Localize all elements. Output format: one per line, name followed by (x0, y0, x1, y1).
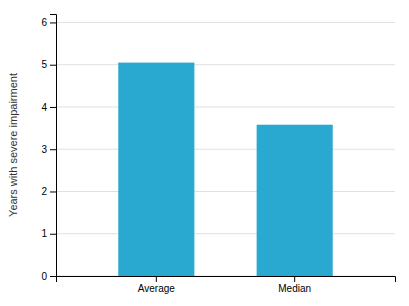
y-tick-label: 1 (41, 228, 47, 239)
y-axis-line (50, 15, 57, 277)
x-tick-label: Average (138, 283, 176, 294)
grid-line (56, 191, 395, 192)
y-tick-label: 3 (41, 144, 47, 155)
chart-svg: 0 1 2 3 4 5 6 Average Median Years with severe im… (0, 0, 409, 306)
x-tick-mark (156, 276, 157, 282)
x-tick: Average (138, 276, 176, 294)
x-axis: Average Median (57, 276, 396, 294)
y-tick-mark (50, 149, 56, 150)
grid-line (56, 233, 395, 234)
y-tick: 1 (41, 228, 56, 239)
grid-line (56, 106, 395, 107)
y-tick-mark (50, 65, 56, 66)
y-tick-label: 6 (41, 17, 47, 28)
y-tick: 2 (41, 186, 56, 197)
y-tick-mark (50, 276, 56, 277)
x-tick-mark (294, 276, 295, 282)
y-tick: 0 (41, 271, 56, 282)
plot-area: 0 1 2 3 4 5 6 Average Median (41, 15, 395, 295)
bar (257, 125, 333, 276)
y-tick: 3 (41, 144, 56, 155)
grid-line (56, 64, 395, 65)
y-tick-mark (50, 191, 56, 192)
bar (118, 63, 194, 276)
x-axis-line (57, 277, 396, 283)
y-tick-label: 5 (41, 59, 47, 70)
y-tick-mark (50, 107, 56, 108)
y-tick-mark (50, 234, 56, 235)
grid (56, 22, 395, 276)
y-tick: 5 (41, 59, 56, 70)
y-tick: 6 (41, 17, 56, 28)
y-tick-label: 0 (41, 271, 47, 282)
x-tick-label: Median (278, 283, 311, 294)
y-tick: 4 (41, 102, 56, 113)
grid-line (56, 22, 395, 23)
x-tick: Median (278, 276, 311, 294)
y-tick-label: 4 (41, 102, 47, 113)
y-tick-label: 2 (41, 186, 47, 197)
chart-container: 0 1 2 3 4 5 6 Average Median Years with severe im… (0, 0, 409, 306)
y-axis-title: Years with severe impairment (7, 73, 19, 217)
bars (118, 63, 332, 276)
y-axis: 0 1 2 3 4 5 6 (41, 15, 56, 282)
grid-line (56, 149, 395, 150)
y-tick-mark (50, 22, 56, 23)
